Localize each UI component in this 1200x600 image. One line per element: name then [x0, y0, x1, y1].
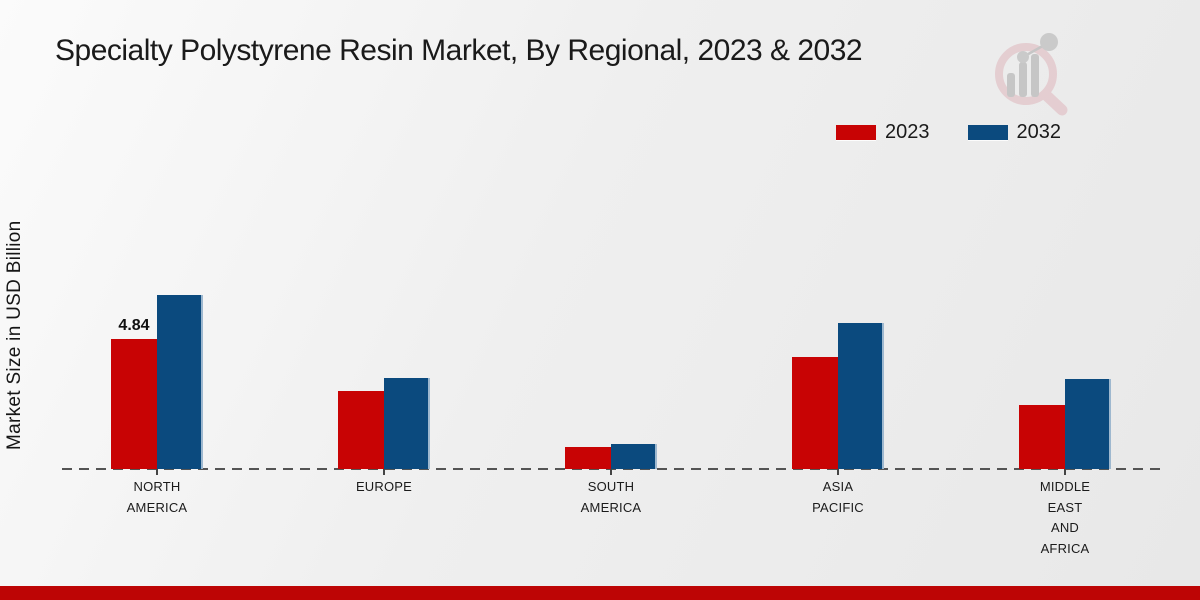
bar-2023-north-america [111, 339, 157, 469]
data-label-2023-north-america: 4.84 [118, 317, 150, 334]
legend-swatch-2023 [836, 125, 876, 140]
x-axis-tick-europe [383, 469, 385, 475]
x-axis-label-south-america: SOUTH AMERICA [580, 479, 642, 515]
x-axis-tick-middle-east-and-africa [1064, 469, 1066, 475]
legend: 2023 2032 [836, 121, 1061, 144]
bar-2023-europe [338, 391, 384, 469]
bar-2032-middle-east-and-africa [1065, 379, 1111, 469]
legend-item-2032: 2032 [967, 121, 1062, 144]
legend-label-2023: 2023 [885, 121, 930, 143]
x-axis-label-europe: EUROPE [355, 479, 413, 494]
x-axis-label-asia-pacific: ASIA PACIFIC [812, 479, 864, 515]
x-axis-label-north-america: NORTH AMERICA [126, 479, 188, 515]
x-axis-tick-asia-pacific [837, 469, 839, 475]
bar-2032-south-america [611, 443, 657, 469]
bar-2032-europe [384, 377, 430, 469]
bar-2023-south-america [565, 447, 611, 469]
footer-accent-bar [0, 586, 1200, 600]
brand-watermark-magnifier-chart-icon [995, 33, 1068, 116]
x-axis-tick-south-america [610, 469, 612, 475]
chart-title: Specialty Polystyrene Resin Market, By R… [55, 34, 863, 67]
x-axis-label-middle-east-and-africa: MIDDLE EAST AND AFRICA [1039, 479, 1091, 556]
bar-2032-asia-pacific [838, 323, 884, 469]
x-axis-tick-north-america [156, 469, 158, 475]
legend-label-2032: 2032 [1016, 121, 1062, 143]
bar-2023-asia-pacific [792, 357, 838, 469]
bar-2023-middle-east-and-africa [1019, 405, 1065, 469]
legend-item-2023: 2023 [836, 121, 930, 144]
legend-swatch-2032 [967, 125, 1008, 140]
bar-2032-north-america [157, 294, 203, 469]
